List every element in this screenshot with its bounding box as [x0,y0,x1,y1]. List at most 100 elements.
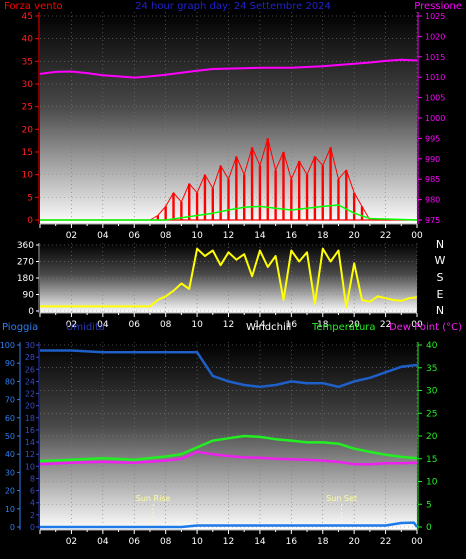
mid-xtick-label: 02 [66,320,77,330]
windchill-label: Windchill [246,322,291,333]
direction-axis: 0 90 180 270 360 [17,241,40,317]
top-xtick-label: 00 [411,231,423,241]
bottom-xtick-label: 06 [129,537,141,547]
pressure-ytick-label: 975 [425,216,440,225]
wind-ytick-label: 10 [22,171,34,181]
direction-line [40,247,418,309]
wind-force-label: Forza vento [4,1,63,12]
pressure-ytick-label: 1015 [425,53,445,62]
pressure-ytick-label: 1010 [425,73,445,82]
direction-series [40,247,418,309]
direction-ytick-label: 0 [28,307,34,317]
wind-force-axis: 0 5 10 15 20 25 30 35 40 45 [22,12,40,226]
direction-grid [40,243,418,313]
bottom-xtick-label: 00 [411,537,423,547]
rain-ytick-label: 100 [0,341,15,350]
dewpoint-label: Dew Point (°C) [389,322,462,333]
temperature-ytick-label: 10 [426,478,438,488]
bottom-xtick-label: 20 [348,537,360,547]
pressure-ytick-label: 1020 [425,32,445,41]
sun-label: Sun Rise [136,494,171,503]
pressure-label: Pressione [414,1,462,12]
wind-ytick-label: 5 [27,193,33,203]
humidity-ytick-label: 4 [30,499,35,508]
bottom-xtick-label: 12 [223,537,234,547]
wind-ytick-label: 0 [27,216,33,226]
humidity-ytick-label: 6 [30,487,35,496]
wind-ytick-label: 25 [22,103,33,113]
top-xtick-label: 20 [348,231,360,241]
bottom-xtick-label: 16 [286,537,298,547]
bottom-series [39,349,419,529]
top-xtick-label: 08 [160,231,172,241]
compass-w: W [435,254,446,267]
humidity-ytick-label: 2 [30,511,35,520]
temperature-ytick-label: 5 [426,500,432,510]
top-xtick-label: 16 [286,231,298,241]
gust-line [40,204,418,221]
humidity-ytick-label: 26 [25,365,35,374]
rain-axis: 0 10 20 30 40 50 60 70 80 90 100 [0,341,21,532]
temperature-label: Temperatura [311,322,376,333]
compass-n-bottom: N [436,304,444,317]
humidity-ytick-label: 0 [30,523,35,532]
wind-ytick-label: 20 [22,125,34,135]
mid-xtick-label: 14 [254,320,266,330]
mid-xtick-label: 00 [411,320,423,330]
mid-xtick-label: 16 [286,320,298,330]
rain-ytick-label: 80 [5,377,15,386]
rain-ytick-label: 0 [10,523,15,532]
rain-ytick-label: 20 [5,487,15,496]
temperature-ytick-label: 40 [426,341,438,351]
bottom-xtick-label: 02 [66,537,77,547]
dewpoint-line [39,450,418,466]
pressure-ytick-label: 985 [425,175,440,184]
top-xtick-label: 12 [223,231,234,241]
temperature-ytick-label: 35 [426,364,437,374]
mid-xtick-label: 20 [348,320,360,330]
rain-ytick-label: 10 [5,505,15,514]
wind-ytick-label: 35 [22,57,33,67]
bottom-xtick-label: 18 [317,537,329,547]
bottom-xtick-label: 22 [380,537,391,547]
humidity-ytick-label: 12 [25,450,35,459]
temperature-line [39,434,418,463]
mid-xtick-label: 12 [223,320,234,330]
pressure-axis: 975 980 985 990 995 1000 1005 1010 1015 1020 1025 [417,12,445,225]
humidity-ytick-label: 14 [25,438,35,447]
temperature-ytick-label: 30 [426,387,438,397]
top-xtick-label: 18 [317,231,329,241]
pressure-ytick-label: 995 [425,134,440,143]
mid-xtick-label: 08 [160,320,172,330]
wind-ytick-label: 45 [22,12,33,22]
mid-xtick-label: 04 [97,320,109,330]
bottom-xtick-label: 08 [160,537,172,547]
compass-n-top: N [436,238,444,251]
bottom-grid [40,342,418,530]
mid-xtick-label: 18 [317,320,329,330]
rain-ytick-label: 70 [5,396,15,405]
direction-ytick-label: 90 [23,291,35,301]
wind-ytick-label: 15 [22,148,33,158]
bottom-xtick-label: 14 [254,537,266,547]
top-series [39,58,418,221]
rain-ytick-label: 40 [5,450,15,459]
pressure-ytick-label: 990 [425,155,440,164]
humidity-label: Umidita [66,322,105,333]
temperature-ytick-label: 20 [426,432,438,442]
rain-label: Pioggia [2,322,38,333]
temperature-ytick-label: 25 [426,409,437,419]
rain-ytick-label: 30 [5,468,15,477]
compass-e: E [437,288,444,301]
humidity-ytick-label: 20 [25,402,35,411]
mid-xtick-label: 22 [380,320,391,330]
direction-ytick-label: 360 [17,241,34,251]
top-x-axis: 02 04 06 08 10 12 14 16 18 20 22 00 [39,223,423,241]
direction-ytick-label: 180 [17,274,34,284]
bottom-xtick-label: 04 [97,537,109,547]
mid-xtick-label: 06 [129,320,141,330]
bottom-x-axis: 02 04 06 08 10 12 14 16 18 20 22 00 [39,529,423,547]
